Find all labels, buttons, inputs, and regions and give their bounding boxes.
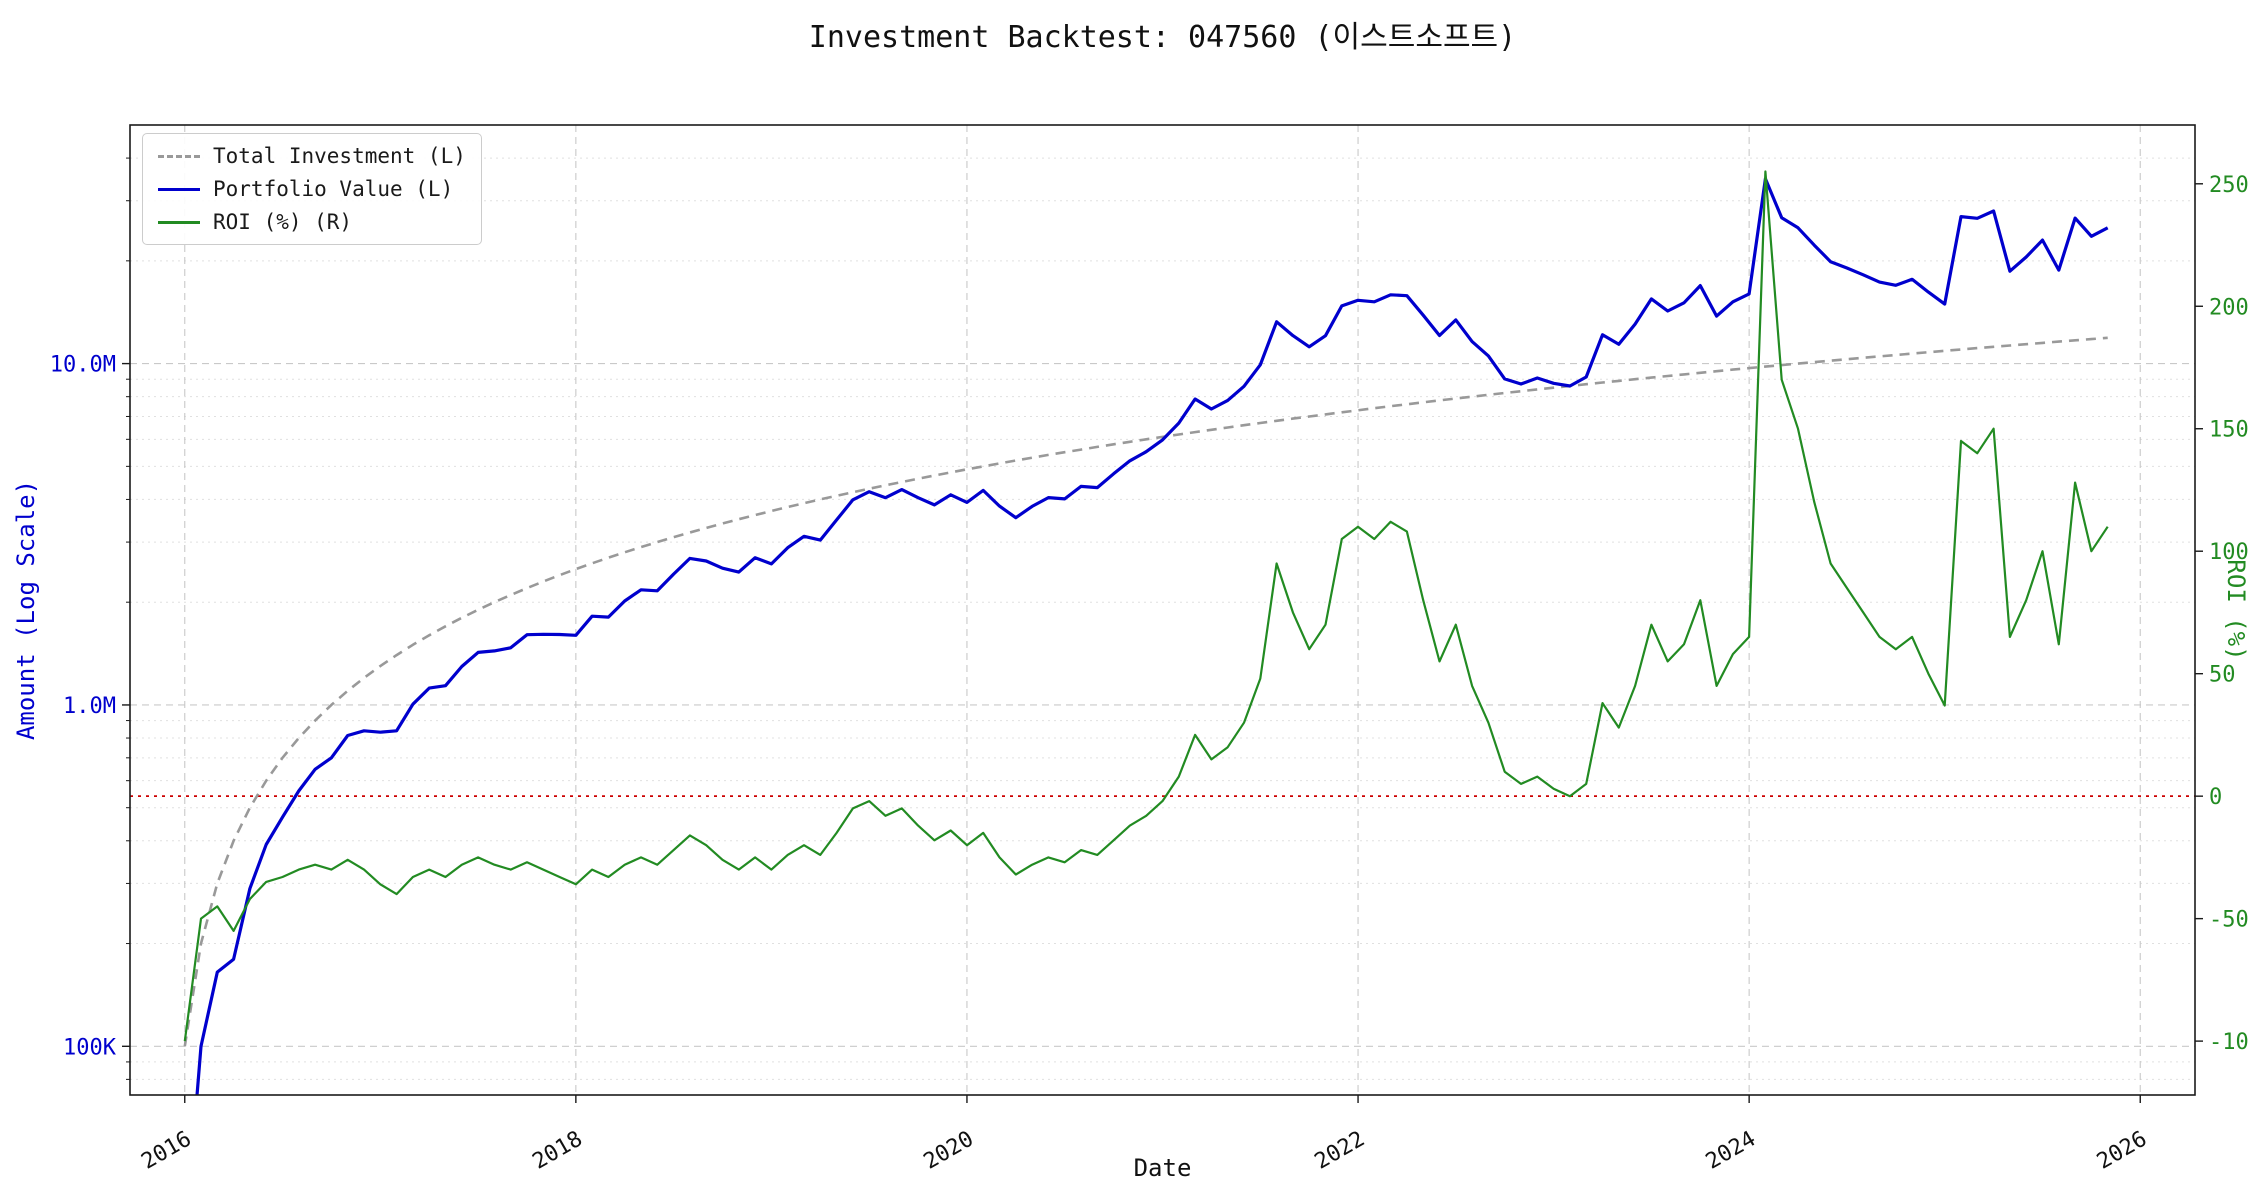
chart-title: Investment Backtest: 047560 (이스트소프트) [808,20,1517,55]
left-tick-label: 100K [63,1035,117,1060]
right-tick-label: -50 [2209,908,2249,933]
right-tick-label: 150 [2209,418,2249,443]
legend-label-total-investment: Total Investment (L) [213,144,466,168]
x-tick-label: 2018 [528,1127,586,1175]
legend-item-total-investment: Total Investment (L) [158,143,466,169]
legend-label-roi: ROI (%) (R) [213,210,353,234]
right-tick-label: -100 [2209,1030,2250,1055]
series-group [183,170,2109,1095]
right-tick-label: 200 [2209,295,2249,320]
legend-item-portfolio-value: Portfolio Value (L) [158,176,466,202]
legend-label-portfolio-value: Portfolio Value (L) [213,177,454,201]
legend-swatch-roi-line [158,220,200,224]
plot-border [129,124,2196,1096]
x-axis-label: Date [1134,1154,1192,1182]
grid-minor [130,157,2195,1080]
grid-major [130,125,2195,1095]
legend-item-roi: ROI (%) (R) [158,209,466,235]
legend-swatch-total-investment-line [158,154,200,158]
left-axis-label: Amount (Log Scale) [12,480,40,740]
right-axis-label: ROI (%) [2222,559,2250,660]
left-tick-label: 1.0M [63,694,116,719]
x-tick-label: 2020 [920,1127,978,1175]
left-tick-label: 10.0M [50,353,116,378]
legend-swatch-portfolio-value-line [158,187,200,191]
right-tick-label: 100 [2209,540,2249,565]
x-tick-label: 2024 [1702,1127,1760,1175]
right-tick-label: 0 [2209,785,2222,810]
x-tick-label: 2016 [137,1127,195,1175]
right-tick-label: 250 [2209,173,2249,198]
portfolio-value-line [195,177,2109,1095]
right-tick-label: 50 [2209,663,2236,688]
total-investment-line [183,336,2108,1047]
roi-line [183,170,2109,1042]
x-tick-label: 2022 [1311,1127,1369,1175]
x-tick-label: 2026 [2093,1127,2151,1175]
legend: Total Investment (L) Portfolio Value (L)… [142,133,482,245]
